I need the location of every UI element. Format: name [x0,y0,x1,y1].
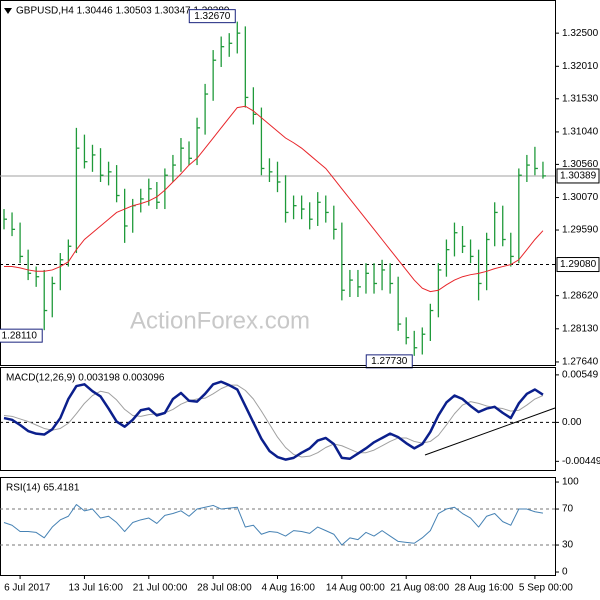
panel-frame [0,477,556,576]
annotation-box [0,328,43,343]
annotation-box [188,9,236,24]
level-label-box [556,257,600,273]
price-label-box [556,168,600,184]
y-tick-label: 1.31530 [562,93,599,104]
series-line [3,380,544,461]
annotation-text: 1.27730 [371,356,408,367]
y-tick-label: 1.28130 [562,323,599,334]
y-tick-label: 1.28620 [562,290,599,301]
series-line [3,504,544,546]
price-label: 1.30389 [560,171,597,182]
y-tick-label: 1.32500 [562,28,599,39]
y-tick-label: -0.004499 [562,456,600,467]
y-tick-label: 1.27640 [562,357,599,368]
y-tick-label: 1.31040 [562,127,599,138]
series-line [3,384,544,458]
x-tick-label: 28 Jul 08:00 [197,583,252,594]
panel-title: RSI(14) 65.4181 [6,483,80,494]
x-tick-label: 13 Jul 16:00 [68,583,123,594]
y-tick-label: 1.30560 [562,159,599,170]
trend-line [424,407,556,456]
panel-title: GBPUSD,H4 1.30446 1.30503 1.30347 1.3038… [16,6,230,17]
y-tick-label: 0.00549 [562,370,599,381]
x-tick-label: 4 Aug 16:00 [262,583,316,594]
y-tick-label: 30 [562,540,574,551]
watermark: ActionForex.com [130,307,310,334]
y-tick-label: 0 [562,567,568,578]
y-tick-label: 1.29590 [562,225,599,236]
x-tick-label: 5 Sep 00:00 [519,583,573,594]
y-tick-label: 1.32010 [562,61,599,72]
annotation-text: 1.28110 [2,330,38,341]
x-tick-label: 21 Aug 08:00 [390,583,449,594]
y-tick-label: 1.30070 [562,192,599,203]
panel-frame [0,0,556,366]
panel-frame [0,367,556,471]
x-tick-label: 14 Aug 00:00 [326,583,385,594]
annotation-text: 1.32670 [194,11,231,22]
x-tick-label: 21 Jul 00:00 [133,583,188,594]
panel-title: MACD(12,26,9) 0.003198 0.003096 [6,373,165,384]
y-tick-label: 70 [562,504,574,515]
y-tick-label: 0.00 [562,417,582,428]
x-tick-label: 28 Aug 16:00 [455,583,514,594]
moving-average [4,105,544,293]
symbol-icon [4,8,12,14]
y-tick-label: 100 [562,477,579,488]
level-label: 1.29080 [560,259,597,270]
x-tick-label: 6 Jul 2017 [4,583,51,594]
